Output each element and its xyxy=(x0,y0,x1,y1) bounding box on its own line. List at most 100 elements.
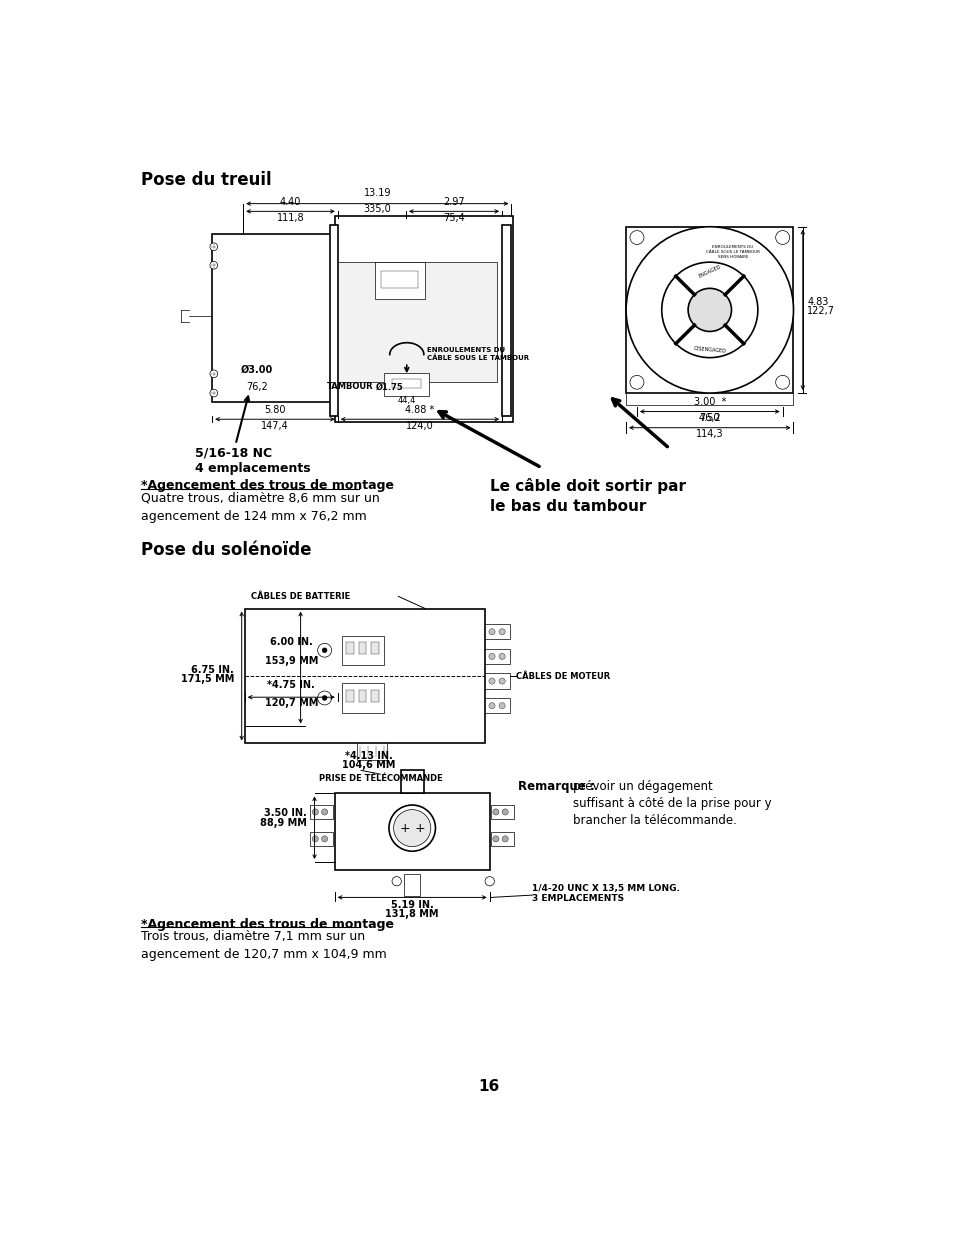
Text: 153,9 MM: 153,9 MM xyxy=(264,656,317,667)
Text: 44,4: 44,4 xyxy=(397,396,416,405)
Text: ENGAGED: ENGAGED xyxy=(697,264,721,279)
Bar xyxy=(381,272,418,288)
Bar xyxy=(341,636,384,664)
Text: *Agencement des trous de montage: *Agencement des trous de montage xyxy=(141,479,394,493)
Text: 4.40: 4.40 xyxy=(279,196,301,206)
Circle shape xyxy=(488,678,495,684)
Text: Ø1.75: Ø1.75 xyxy=(375,383,403,391)
Bar xyxy=(346,642,354,655)
Text: 6.00 IN.: 6.00 IN. xyxy=(270,637,313,647)
Text: +: + xyxy=(415,821,425,835)
Bar xyxy=(625,393,793,405)
Text: ENROULEMENTS DU: ENROULEMENTS DU xyxy=(427,347,504,353)
Circle shape xyxy=(498,703,505,709)
Text: *4.13 IN.: *4.13 IN. xyxy=(345,751,393,761)
Bar xyxy=(310,805,333,819)
Bar xyxy=(484,624,509,640)
Text: 4.83: 4.83 xyxy=(806,298,828,308)
Circle shape xyxy=(498,678,505,684)
Bar xyxy=(392,379,421,389)
Text: CÂBLE SOUS LE TAMBOUR: CÂBLE SOUS LE TAMBOUR xyxy=(705,249,760,254)
Text: 6.75 IN.: 6.75 IN. xyxy=(191,666,233,676)
Text: CÂBLES DE MOTEUR: CÂBLES DE MOTEUR xyxy=(516,672,610,680)
Text: 3.50 IN.: 3.50 IN. xyxy=(264,808,307,818)
Bar xyxy=(358,689,366,701)
Circle shape xyxy=(629,375,643,389)
Text: 124,0: 124,0 xyxy=(406,421,434,431)
Circle shape xyxy=(775,375,789,389)
Circle shape xyxy=(775,231,789,245)
Text: 88,9 MM: 88,9 MM xyxy=(259,818,307,827)
Text: 122,7: 122,7 xyxy=(806,306,835,316)
Text: prévoir un dégagement
suffisant à côté de la prise pour y
brancher la télécomman: prévoir un dégagement suffisant à côté d… xyxy=(573,781,771,827)
Text: DISENGAGED: DISENGAGED xyxy=(693,346,725,354)
Bar xyxy=(346,689,354,701)
Bar xyxy=(484,673,509,689)
Circle shape xyxy=(312,809,318,815)
Text: 171,5 MM: 171,5 MM xyxy=(180,674,233,684)
Text: 114,3: 114,3 xyxy=(696,430,723,440)
Text: 335,0: 335,0 xyxy=(363,205,391,215)
Circle shape xyxy=(488,703,495,709)
Circle shape xyxy=(493,836,498,842)
Circle shape xyxy=(498,653,505,659)
Circle shape xyxy=(493,809,498,815)
Text: TAMBOUR: TAMBOUR xyxy=(327,383,373,391)
Text: 76,2: 76,2 xyxy=(699,412,720,424)
Bar xyxy=(356,743,386,761)
Circle shape xyxy=(210,243,217,251)
Text: Pose du treuil: Pose du treuil xyxy=(141,172,272,189)
Circle shape xyxy=(317,692,332,705)
Text: 104,6 MM: 104,6 MM xyxy=(342,761,395,771)
Text: Pose du solénoïde: Pose du solénoïde xyxy=(141,541,311,559)
Text: 3.00  *: 3.00 * xyxy=(693,396,725,406)
Circle shape xyxy=(317,643,332,657)
Text: 111,8: 111,8 xyxy=(276,212,304,222)
Circle shape xyxy=(625,227,793,393)
Circle shape xyxy=(321,809,328,815)
Bar xyxy=(484,698,509,714)
Text: 16: 16 xyxy=(477,1078,499,1093)
Text: Quatre trous, diamètre 8,6 mm sur un
agencement de 124 mm x 76,2 mm: Quatre trous, diamètre 8,6 mm sur un age… xyxy=(141,492,379,522)
Circle shape xyxy=(488,629,495,635)
Circle shape xyxy=(501,809,508,815)
Circle shape xyxy=(322,695,327,700)
Bar xyxy=(491,805,514,819)
Text: 120,7 MM: 120,7 MM xyxy=(264,698,317,708)
Text: 13.19: 13.19 xyxy=(363,188,391,199)
Circle shape xyxy=(488,653,495,659)
Bar xyxy=(625,227,793,393)
Bar xyxy=(337,262,497,383)
Bar xyxy=(335,216,513,421)
Circle shape xyxy=(210,389,217,396)
Bar xyxy=(245,609,484,743)
Text: 4.88 *: 4.88 * xyxy=(405,405,435,415)
Text: 1/4-20 UNC X 13,5 MM LONG.
3 EMPLACEMENTS: 1/4-20 UNC X 13,5 MM LONG. 3 EMPLACEMENT… xyxy=(532,884,679,903)
Text: 131,8 MM: 131,8 MM xyxy=(385,909,438,919)
Bar xyxy=(371,689,378,701)
Bar xyxy=(358,642,366,655)
Bar xyxy=(501,225,511,416)
Circle shape xyxy=(394,810,431,846)
Text: 76,2: 76,2 xyxy=(246,383,268,393)
Bar xyxy=(335,793,489,871)
Bar xyxy=(384,373,429,396)
Bar xyxy=(404,874,419,895)
Text: SENS HORAIRE: SENS HORAIRE xyxy=(717,254,747,258)
Text: Trois trous, diamètre 7,1 mm sur un
agencement de 120,7 mm x 104,9 mm: Trois trous, diamètre 7,1 mm sur un agen… xyxy=(141,930,386,961)
Text: ENROULEMENTS DU: ENROULEMENTS DU xyxy=(712,246,753,249)
Bar xyxy=(400,771,423,793)
Bar xyxy=(375,262,425,299)
Text: Ø3.00: Ø3.00 xyxy=(241,364,274,374)
Text: PRISE DE TÉLÉCOMMANDE: PRISE DE TÉLÉCOMMANDE xyxy=(318,774,442,783)
Circle shape xyxy=(322,648,327,652)
Circle shape xyxy=(661,262,757,358)
Text: 5.19 IN.: 5.19 IN. xyxy=(391,900,433,910)
Circle shape xyxy=(210,370,217,378)
Circle shape xyxy=(210,262,217,269)
Text: Le câble doit sortir par
le bas du tambour: Le câble doit sortir par le bas du tambo… xyxy=(489,478,685,514)
Circle shape xyxy=(321,836,328,842)
Circle shape xyxy=(392,877,401,885)
Text: *4.75 IN.: *4.75 IN. xyxy=(267,680,314,690)
Text: CÂBLE SOUS LE TAMBOUR: CÂBLE SOUS LE TAMBOUR xyxy=(427,354,529,361)
